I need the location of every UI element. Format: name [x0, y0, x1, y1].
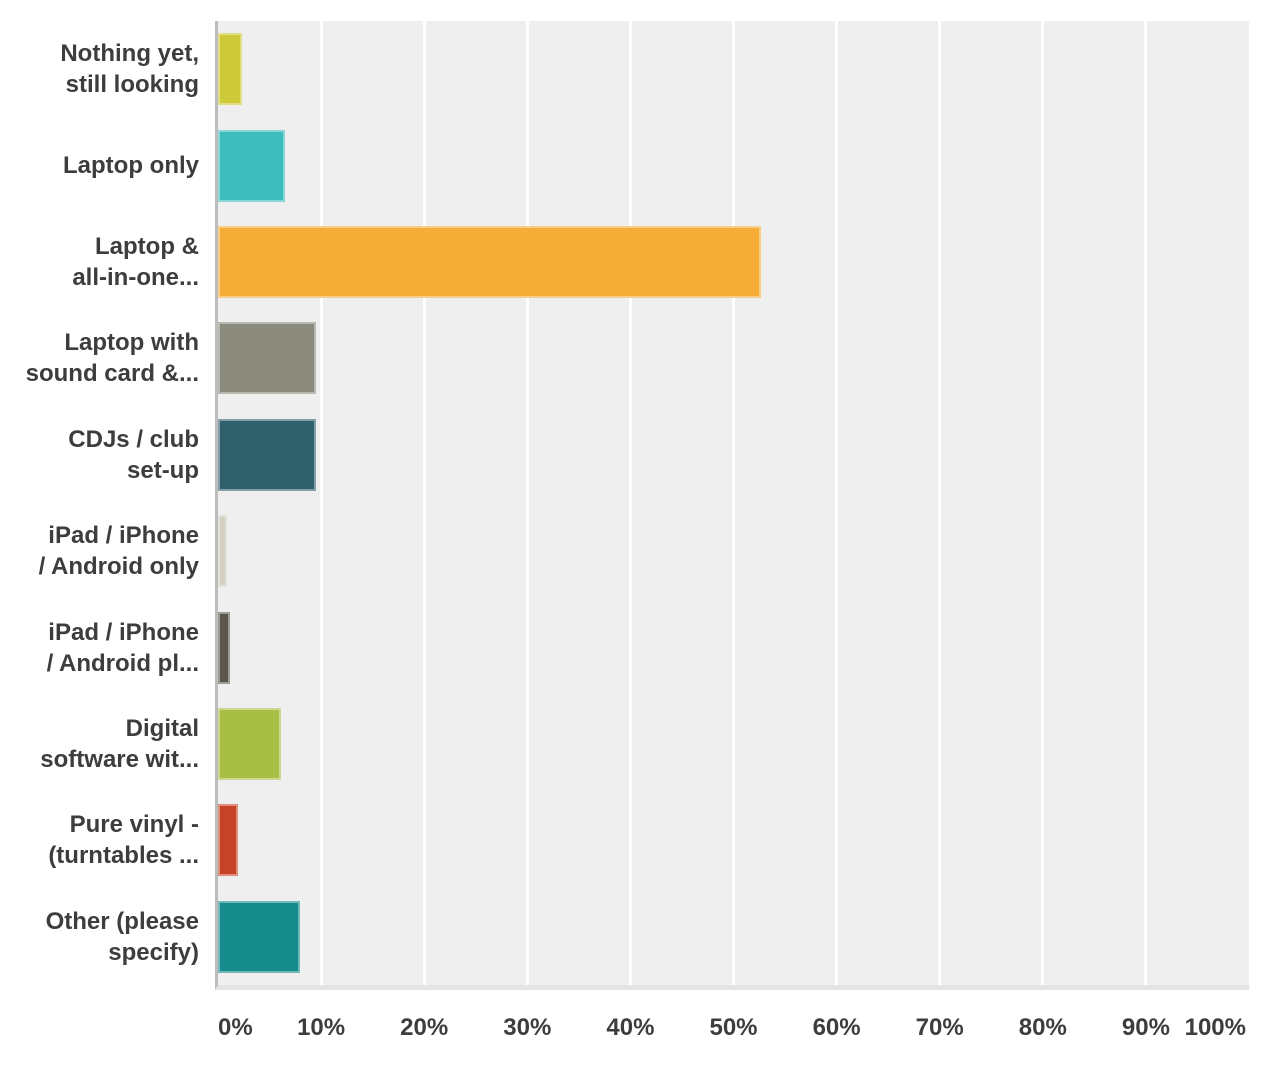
bar-track	[215, 129, 1249, 202]
bar-track	[215, 322, 1249, 395]
bar	[218, 226, 762, 299]
bar-track	[215, 804, 1249, 877]
category-label: Laptop with sound card &...	[25, 329, 199, 388]
chart-row: Laptop & all-in-one...	[0, 214, 1249, 310]
bar-track	[215, 611, 1249, 684]
plot-area	[215, 21, 1249, 990]
category-label: Nothing yet, still looking	[60, 40, 199, 99]
gridline	[1041, 21, 1045, 985]
chart-row: Digital software wit...	[0, 696, 1249, 792]
x-tick-label: 90%	[1121, 1014, 1170, 1041]
chart-row: iPad / iPhone / Android pl...	[0, 599, 1249, 695]
gridline	[835, 21, 839, 985]
bar-track	[215, 33, 1249, 106]
category-label: Digital software wit...	[40, 715, 199, 774]
bar-track	[215, 515, 1249, 588]
category-label: Pure vinyl - (turntables ...	[48, 811, 199, 870]
bar-track	[215, 418, 1249, 491]
x-tick-label: 40%	[606, 1014, 655, 1041]
chart-row: Laptop with sound card &...	[0, 310, 1249, 406]
bar	[218, 708, 281, 781]
bar	[218, 129, 285, 202]
bar	[218, 900, 301, 973]
x-tick-label: 80%	[1018, 1014, 1067, 1041]
bar-track	[215, 708, 1249, 781]
gridline	[319, 21, 323, 985]
x-tick-label: 10%	[297, 1014, 346, 1041]
gridline	[628, 21, 632, 985]
bar-track	[215, 900, 1249, 973]
gridline	[525, 21, 529, 985]
chart-row: Laptop only	[0, 117, 1249, 213]
bar	[218, 418, 316, 491]
bar	[218, 804, 238, 877]
category-label: CDJs / club set-up	[68, 425, 199, 484]
x-tick-label: 50%	[709, 1014, 758, 1041]
x-tick-label: 0%	[218, 1014, 253, 1041]
bar	[218, 515, 228, 588]
category-label: iPad / iPhone / Android only	[38, 522, 199, 581]
x-tick-label: 100%	[1184, 1014, 1246, 1041]
chart-row: CDJs / club set-up	[0, 407, 1249, 503]
gridline	[938, 21, 942, 985]
category-label: Laptop & all-in-one...	[72, 233, 199, 292]
gridline	[422, 21, 426, 985]
category-label: Other (please specify)	[45, 907, 199, 966]
chart-row: iPad / iPhone / Android only	[0, 503, 1249, 599]
chart-row: Other (please specify)	[0, 889, 1249, 985]
bar-track	[215, 226, 1249, 299]
category-label: iPad / iPhone / Android pl...	[46, 618, 199, 677]
x-tick-label: 70%	[915, 1014, 964, 1041]
gridline	[732, 21, 735, 985]
bar	[218, 322, 316, 395]
bar	[218, 33, 242, 106]
chart-row: Pure vinyl - (turntables ...	[0, 792, 1249, 888]
gridline	[1144, 21, 1148, 985]
category-label: Laptop only	[63, 152, 199, 180]
x-axis: 0% 10% 20% 30% 40% 50% 60% 70% 80% 90% 100%	[218, 1011, 1249, 1047]
bar	[218, 611, 231, 684]
x-tick-label: 20%	[400, 1014, 449, 1041]
category-rows: Nothing yet, still looking Laptop only L…	[0, 21, 1249, 985]
chart-row: Nothing yet, still looking	[0, 21, 1249, 117]
x-tick-label: 60%	[812, 1014, 861, 1041]
x-tick-label: 30%	[503, 1014, 552, 1041]
